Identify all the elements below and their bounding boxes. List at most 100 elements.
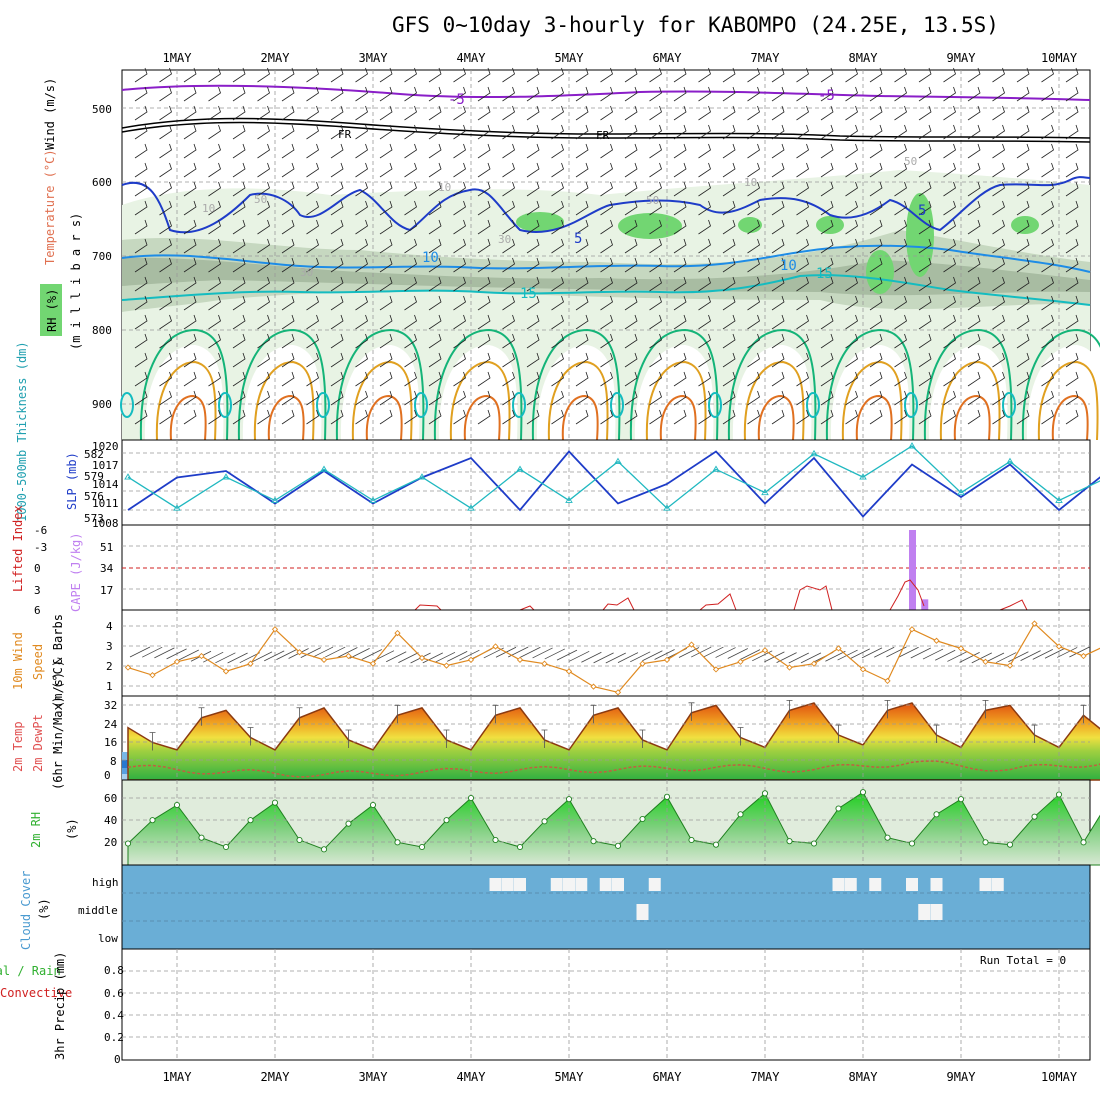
wind-barb [624, 333, 638, 349]
wind-barb [379, 333, 393, 349]
rh2m-point [1055, 791, 1063, 798]
wind-barb [649, 124, 662, 140]
wind-barb [624, 352, 638, 368]
wind-barb [1041, 238, 1054, 254]
wind-barb [551, 219, 564, 235]
wind-barb [134, 333, 148, 349]
wind-barb [453, 219, 466, 235]
wind-speed-point [639, 660, 646, 667]
precip-tick-02: 0.2 [104, 1031, 124, 1044]
surface-wind-barb [800, 652, 822, 664]
thickness-point [614, 457, 622, 465]
wind-barb [526, 257, 540, 273]
wind-barb [526, 238, 540, 254]
wind-barb [208, 390, 221, 406]
wind-tick-1: 1 [106, 680, 113, 693]
wind-barb [257, 333, 270, 349]
wind-barb [796, 67, 809, 83]
wind-barb [330, 124, 344, 140]
wind-barb [673, 409, 687, 425]
contour-25c [253, 360, 315, 441]
wind10m-panel: 4 3 2 1 10m Wind Speed (m/s) & Barbs [11, 609, 1100, 708]
precip-label-convective: Convective [0, 986, 72, 1000]
wind-barb [918, 295, 932, 311]
wind-barb [796, 181, 809, 197]
rh2m-point [443, 817, 450, 824]
wind-barb [894, 333, 907, 349]
wind-barb [894, 200, 907, 216]
wind-barb [379, 219, 393, 235]
wind-barb [526, 105, 540, 121]
wind-barb [330, 390, 344, 406]
daily-mixing-layer [144, 345, 224, 440]
high-cloud-block [648, 878, 661, 891]
wind-barb [257, 143, 270, 159]
wind-barb [551, 238, 564, 254]
wind-barb [355, 181, 368, 197]
wind-barb [869, 105, 883, 121]
wind-barb [551, 200, 564, 216]
wind-speed-point [173, 658, 181, 665]
temperature-axis-label: Temperature (°C) [43, 149, 57, 265]
wind-speed-point [712, 666, 720, 673]
wind-barb [918, 333, 932, 349]
wind-barb [575, 143, 589, 159]
wind-barb [526, 371, 540, 387]
wind-barb [404, 200, 417, 216]
cape-bar [921, 599, 929, 610]
rh2m-point [124, 840, 132, 847]
wind-barb [502, 200, 515, 216]
wind-barb [918, 162, 932, 178]
wind-barb [894, 181, 907, 197]
wind-barb [673, 333, 687, 349]
contour-label-15-a: 15 [520, 286, 537, 302]
wind-barb [575, 333, 589, 349]
surface-wind-barb [154, 647, 175, 659]
wind-barb [453, 333, 466, 349]
wind-barb [992, 86, 1005, 102]
wind-barb [257, 276, 270, 292]
cape-bar [909, 530, 916, 610]
pressure-tick-900: 900 [92, 398, 112, 411]
wind-speed-point [345, 652, 352, 660]
thickness-point [418, 473, 426, 480]
wind-barb [526, 219, 540, 235]
li-tick-6: 6 [34, 604, 41, 617]
surface-wind-barb [922, 648, 944, 660]
wind-barb [232, 314, 246, 330]
temp2m-panel: 32 24 16 8 0 2m Temp 2m DewPt (6hr Min/M… [11, 660, 1100, 790]
wind-barb [575, 124, 589, 140]
surface-wind-barb [691, 646, 712, 658]
wind-barb [943, 67, 956, 83]
rh-label-10-c: 10 [744, 176, 757, 189]
rh2m-point [1080, 839, 1087, 846]
wind-speed-point [369, 660, 377, 667]
high-cloud-block [832, 878, 845, 891]
wind-barb [575, 352, 589, 368]
cape-bars [909, 530, 929, 610]
wind-barb [183, 390, 197, 406]
wind-barb [526, 333, 540, 349]
wind-barb [722, 333, 736, 349]
slp-tick-1017: 1017 [92, 459, 119, 472]
wind-barb [869, 67, 883, 83]
wind-barb [1065, 67, 1079, 83]
wind-barb [845, 409, 858, 425]
wind-barb [943, 124, 956, 140]
rh-shade-dark [122, 257, 1090, 296]
wind-barb [918, 409, 932, 425]
wind-barb [698, 67, 711, 83]
li-tick-neg6: -6 [34, 524, 47, 537]
contour-20c [237, 328, 327, 441]
temp-tick-32: 32 [104, 699, 117, 712]
wind-barb [1041, 162, 1054, 178]
wind-barb [624, 371, 638, 387]
wind-barb [722, 257, 736, 273]
wind-barb [1041, 276, 1054, 292]
cloud-panel: high middle low Cloud Cover (%) [19, 864, 1091, 950]
surface-wind-barb [617, 652, 639, 663]
wind-barb [257, 86, 270, 102]
wind-barb [747, 371, 760, 387]
contour-label-10-a: 10 [422, 250, 439, 266]
surface-wind-barb [459, 649, 480, 661]
